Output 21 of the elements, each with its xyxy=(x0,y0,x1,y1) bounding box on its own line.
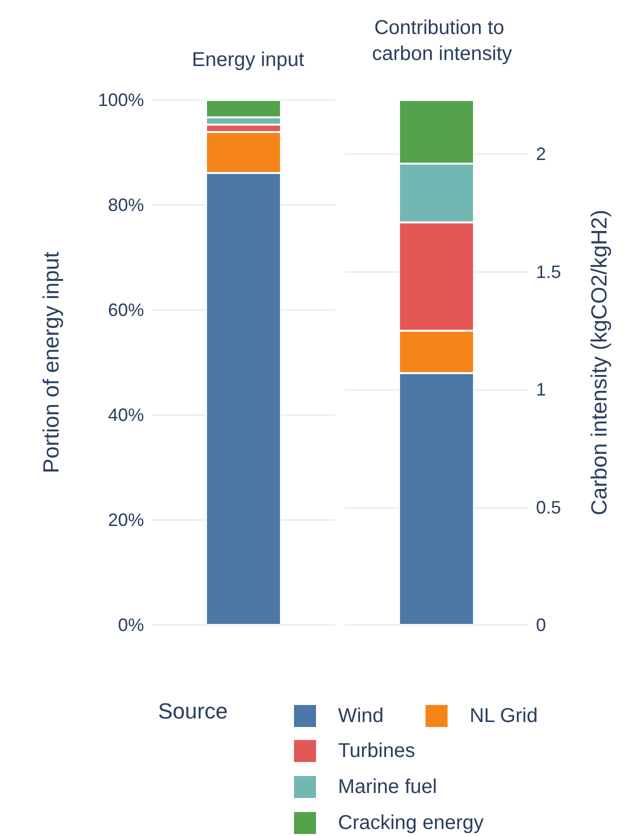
y-axis-title: Carbon intensity (kgCO2/kgH2) xyxy=(586,210,612,516)
legend-label: Cracking energy xyxy=(338,812,484,834)
legend-label: Turbines xyxy=(338,740,416,762)
chart-title: Contribution to carbon intensity xyxy=(372,17,512,65)
y-tick-label: 1.5 xyxy=(536,262,562,282)
legend-label: Marine fuel xyxy=(338,776,437,798)
y-tick-label: 20% xyxy=(108,510,144,530)
y-tick-label: 0% xyxy=(118,615,144,635)
y-tick-label: 1 xyxy=(536,380,546,400)
y-tick-label: 2 xyxy=(536,144,546,164)
y-tick-label: 60% xyxy=(108,300,144,320)
y-tick-label: 40% xyxy=(108,405,144,425)
y-tick-label: 80% xyxy=(108,195,144,215)
legend-label: NL Grid xyxy=(470,705,538,727)
y-tick-label: 0.5 xyxy=(536,497,562,518)
legend-title: Source xyxy=(158,698,228,724)
chart-title: Energy input xyxy=(192,49,305,71)
y-axis-title: Portion of energy input xyxy=(38,252,64,474)
y-tick-label: 0 xyxy=(536,615,546,635)
y-tick-label: 100% xyxy=(98,90,144,110)
legend-label: Wind xyxy=(338,705,384,727)
